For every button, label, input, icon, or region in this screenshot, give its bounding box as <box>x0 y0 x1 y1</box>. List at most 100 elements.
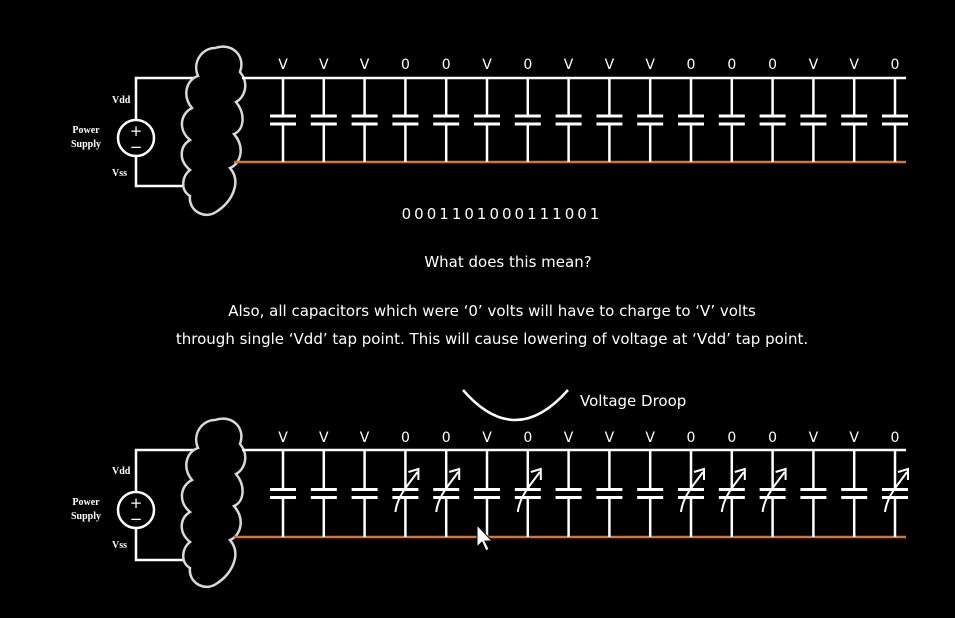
bottom-capacitor <box>474 450 500 537</box>
bottom-charging-arrows <box>394 467 909 513</box>
bottom-voltage-label: V <box>605 430 615 446</box>
top-capacitor <box>555 78 582 162</box>
top-voltage-label: 0 <box>523 57 532 73</box>
bottom-voltage-label: 0 <box>523 430 532 446</box>
bottom-voltage-label: V <box>809 430 819 446</box>
voltage-droop-label: Voltage Droop <box>580 392 686 410</box>
top-voltage-label: 0 <box>727 57 736 73</box>
binary-string: 0001101000111001 <box>402 205 603 223</box>
top-voltage-label: V <box>278 57 288 73</box>
bottom-capacitor <box>637 450 664 537</box>
bottom-capacitor <box>759 450 786 537</box>
top-voltage-label: 0 <box>401 57 410 73</box>
bottom-vdd-wire <box>134 448 200 492</box>
top-capacitor <box>841 78 868 162</box>
top-voltage-label: V <box>645 57 655 73</box>
top-vss-label: Vss <box>112 168 127 179</box>
top-capacitor <box>637 78 664 162</box>
bottom-voltage-label: V <box>360 430 370 446</box>
top-voltage-label: V <box>605 57 615 73</box>
top-voltage-label: 0 <box>768 57 777 73</box>
bottom-power-supply: + − Power Supply Vdd Vss <box>71 448 200 562</box>
bottom-voltage-label: V <box>482 430 492 446</box>
bottom-plus-sign: + <box>130 494 143 512</box>
top-capacitor <box>678 78 704 162</box>
top-voltage-label: V <box>319 57 329 73</box>
top-voltage-label: 0 <box>891 57 900 73</box>
bottom-supply-label: Supply <box>71 511 101 522</box>
bottom-power-label: Power <box>72 497 100 508</box>
bottom-voltage-labels: V V V 0 0 V 0 V V V 0 0 0 V V 0 <box>278 430 899 446</box>
bottom-capacitor <box>678 450 704 537</box>
bottom-voltage-label: V <box>564 430 574 446</box>
charging-arrow-icon <box>761 467 787 513</box>
bottom-minus-sign: − <box>130 510 143 528</box>
bottom-capacitor <box>351 450 378 537</box>
charging-arrow-icon <box>720 467 746 513</box>
top-vdd-label: Vdd <box>112 95 131 106</box>
top-vdd-wire <box>134 76 200 120</box>
top-voltage-label: V <box>809 57 819 73</box>
top-voltage-label: 0 <box>442 57 451 73</box>
bottom-capacitor <box>392 450 419 537</box>
bottom-voltage-label: V <box>849 430 859 446</box>
bottom-voltage-label: 0 <box>727 430 736 446</box>
bottom-vss-label: Vss <box>112 540 127 551</box>
bottom-capacitor <box>514 450 541 537</box>
charging-arrow-icon <box>435 467 461 513</box>
top-voltage-label: V <box>564 57 574 73</box>
top-capacitor <box>310 78 337 162</box>
bottom-capacitor <box>841 450 868 537</box>
top-power-label: Power <box>72 125 100 136</box>
bottom-capacitor <box>718 450 745 537</box>
top-cloud-shape <box>180 45 247 217</box>
top-voltage-label: V <box>360 57 370 73</box>
bottom-voltage-label: 0 <box>891 430 900 446</box>
bottom-voltage-label: 0 <box>768 430 777 446</box>
bottom-capacitor <box>882 450 908 537</box>
explanation-line-1: Also, all capacitors which were ‘0’ volt… <box>228 302 756 320</box>
voltage-droop-curve <box>462 389 569 422</box>
top-power-supply: + − Power Supply Vdd Vss <box>71 76 200 188</box>
top-capacitor <box>596 78 623 162</box>
charging-arrow-icon <box>394 467 420 513</box>
charging-arrow-icon <box>680 467 705 513</box>
bottom-vdd-label: Vdd <box>112 466 131 477</box>
bottom-cloud-shape <box>180 417 247 589</box>
top-capacitor <box>759 78 786 162</box>
bottom-capacitor <box>310 450 337 537</box>
bottom-voltage-label: 0 <box>687 430 696 446</box>
top-plus-sign: + <box>130 122 143 140</box>
bottom-voltage-label: V <box>278 430 288 446</box>
bottom-voltage-label: 0 <box>442 430 451 446</box>
bottom-voltage-label: 0 <box>401 430 410 446</box>
top-circuit: + − Power Supply Vdd Vss V V V 0 0 V 0 V V V 0 0 0 V V… <box>71 45 908 217</box>
bottom-capacitor <box>270 450 296 537</box>
bottom-voltage-label: V <box>319 430 329 446</box>
top-voltage-label: V <box>849 57 859 73</box>
question-text: What does this mean? <box>424 253 591 271</box>
bottom-capacitor <box>596 450 623 537</box>
top-voltage-labels: V V V 0 0 V 0 V V V 0 0 0 V V 0 <box>278 57 899 73</box>
top-capacitor <box>514 78 541 162</box>
charging-arrow-icon <box>516 467 542 513</box>
top-capacitor <box>351 78 378 162</box>
cursor-arrow-icon <box>476 523 494 552</box>
bottom-capacitor <box>433 450 460 537</box>
charging-arrow-icon <box>884 467 909 513</box>
bottom-capacitor-bank <box>270 450 908 537</box>
top-capacitor <box>270 78 296 162</box>
explanation-line-2: through single ‘Vdd’ tap point. This wil… <box>176 330 808 348</box>
top-capacitor <box>433 78 460 162</box>
top-capacitor <box>800 78 827 162</box>
top-capacitor-bank <box>270 78 908 162</box>
bottom-capacitor <box>800 450 827 537</box>
bottom-capacitor <box>555 450 582 537</box>
top-minus-sign: − <box>130 138 143 156</box>
bottom-voltage-label: V <box>645 430 655 446</box>
top-capacitor <box>718 78 745 162</box>
top-voltage-label: V <box>482 57 492 73</box>
bottom-vss-wire <box>134 528 200 562</box>
